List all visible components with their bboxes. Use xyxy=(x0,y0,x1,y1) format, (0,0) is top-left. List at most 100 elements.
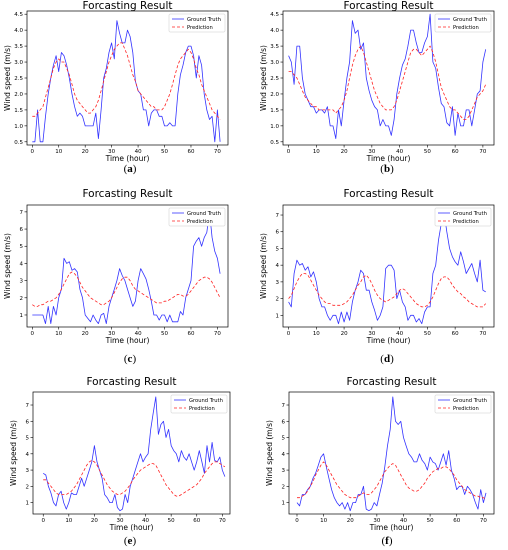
x-tick-label: 30 xyxy=(108,331,115,337)
y-tick-label: 1.0 xyxy=(270,124,279,130)
chart-panel-e: Forcasting Result 0 10 20 30 40 50 60 70 1 2 3 4 5 6 7 T… xyxy=(9,376,231,547)
y-tick-label: 1.5 xyxy=(270,108,279,114)
legend-label: Ground Truth xyxy=(189,398,223,404)
x-tick-label: 40 xyxy=(400,518,407,524)
legend: Ground Truth Prediction xyxy=(434,207,492,227)
y-tick-label: 7 xyxy=(26,403,30,409)
chart-panel-c: Forcasting Result 0 10 20 30 40 50 60 70 1 2 3 4 5 6 7 T… xyxy=(3,188,229,365)
chart-panel-d: Forcasting Result 0 10 20 30 40 50 60 70 1 2 3 4 5 6 7 T… xyxy=(259,188,495,365)
panel-caption: (c) xyxy=(124,353,137,365)
y-axis-label: Wind speed (m/s) xyxy=(259,45,268,111)
y-tick-label: 4.0 xyxy=(270,28,279,34)
x-tick-label: 30 xyxy=(108,149,115,155)
y-tick-label: 4.0 xyxy=(14,28,23,34)
series-line-ground-truth xyxy=(288,13,487,140)
y-axis-label: Wind speed (m/s) xyxy=(259,233,268,299)
y-tick-label: 1 xyxy=(282,501,286,507)
legend-label: Ground Truth xyxy=(187,211,221,217)
plot-frame xyxy=(32,391,231,515)
panel-caption: (d) xyxy=(380,353,394,365)
series-line-ground-truth xyxy=(296,396,487,512)
y-tick-label: 3.0 xyxy=(270,60,279,66)
x-tick-label: 30 xyxy=(368,149,375,155)
x-tick-label: 60 xyxy=(193,518,200,524)
series-line-prediction xyxy=(288,45,487,120)
y-tick-label: 2 xyxy=(276,297,280,303)
x-tick-label: 40 xyxy=(135,149,142,155)
x-tick-label: 50 xyxy=(424,331,431,337)
y-tick-label: 3 xyxy=(20,279,24,285)
legend-label: Prediction xyxy=(189,406,215,412)
chart-title: Forcasting Result xyxy=(344,0,434,12)
y-tick-label: 6 xyxy=(20,227,24,233)
y-axis-label: Wind speed (m/s) xyxy=(3,233,12,299)
series-line-prediction xyxy=(32,271,221,307)
x-axis-label: Time (hour) xyxy=(105,154,150,163)
legend-label: Prediction xyxy=(187,25,213,31)
x-tick-label: 40 xyxy=(142,518,149,524)
y-tick-label: 1.5 xyxy=(14,108,23,114)
y-tick-label: 4 xyxy=(276,263,280,269)
legend-box xyxy=(434,207,492,227)
series-line-ground-truth xyxy=(42,396,226,512)
y-tick-label: 2.5 xyxy=(14,76,23,82)
x-tick-label: 50 xyxy=(427,518,434,524)
x-tick-label: 10 xyxy=(320,518,327,524)
panel-caption: (f) xyxy=(381,535,392,547)
x-tick-label: 50 xyxy=(161,149,168,155)
x-tick-label: 70 xyxy=(219,518,226,524)
x-tick-label: 50 xyxy=(424,149,431,155)
series-line-prediction xyxy=(43,459,226,497)
series-line-ground-truth xyxy=(288,211,486,325)
x-tick-label: 0 xyxy=(287,149,291,155)
y-tick-label: 1 xyxy=(20,313,24,319)
y-tick-label: 0.5 xyxy=(270,140,279,146)
y-tick-label: 3.5 xyxy=(270,44,279,50)
chart-panel-a: Forcasting Result 0 10 20 30 40 50 60 70 0.5 1.0 1.… xyxy=(3,0,229,175)
x-tick-label: 0 xyxy=(31,331,35,337)
chart-title: Forcasting Result xyxy=(87,376,177,388)
chart-title: Forcasting Result xyxy=(83,188,173,200)
panel-caption: (b) xyxy=(380,163,394,175)
x-tick-label: 0 xyxy=(41,518,45,524)
x-tick-label: 70 xyxy=(479,331,486,337)
x-axis-label: Time (hour) xyxy=(366,336,411,345)
legend-label: Prediction xyxy=(453,219,479,225)
y-axis-label: Wind speed (m/s) xyxy=(3,45,12,111)
x-tick-label: 20 xyxy=(82,149,89,155)
x-tick-label: 60 xyxy=(452,331,459,337)
x-tick-label: 20 xyxy=(82,331,89,337)
x-tick-label: 30 xyxy=(116,518,123,524)
panel-caption: (e) xyxy=(124,535,137,547)
panel-caption: (a) xyxy=(124,163,137,175)
y-tick-label: 7 xyxy=(282,403,286,409)
legend-label: Prediction xyxy=(187,219,213,225)
x-tick-label: 60 xyxy=(187,149,194,155)
x-tick-label: 70 xyxy=(479,149,486,155)
series-line-prediction xyxy=(32,42,221,120)
x-tick-label: 20 xyxy=(91,518,98,524)
y-axis-label: Wind speed (m/s) xyxy=(9,420,18,486)
y-tick-label: 2.5 xyxy=(270,76,279,82)
y-axis-label: Wind speed (m/s) xyxy=(265,420,274,486)
y-tick-label: 7 xyxy=(276,213,280,219)
y-tick-label: 2.0 xyxy=(14,92,23,98)
x-tick-label: 30 xyxy=(373,518,380,524)
x-tick-label: 0 xyxy=(287,331,291,337)
y-tick-label: 4.5 xyxy=(270,12,279,18)
y-tick-label: 5 xyxy=(276,246,280,252)
x-tick-label: 40 xyxy=(396,149,403,155)
chart-title: Forcasting Result xyxy=(83,0,173,12)
legend-label: Prediction xyxy=(453,25,479,31)
y-tick-label: 3 xyxy=(282,468,286,474)
x-tick-label: 10 xyxy=(55,331,62,337)
y-tick-label: 5 xyxy=(282,436,286,442)
x-tick-label: 0 xyxy=(31,149,35,155)
chart-panel-b: Forcasting Result 0 10 20 30 40 50 60 70 0.5 1.0 1.… xyxy=(259,0,495,175)
plot-frame xyxy=(282,204,495,328)
y-tick-label: 3 xyxy=(276,280,280,286)
legend: Ground Truth Prediction xyxy=(434,13,492,33)
y-tick-label: 5 xyxy=(26,436,30,442)
x-tick-label: 50 xyxy=(161,331,168,337)
